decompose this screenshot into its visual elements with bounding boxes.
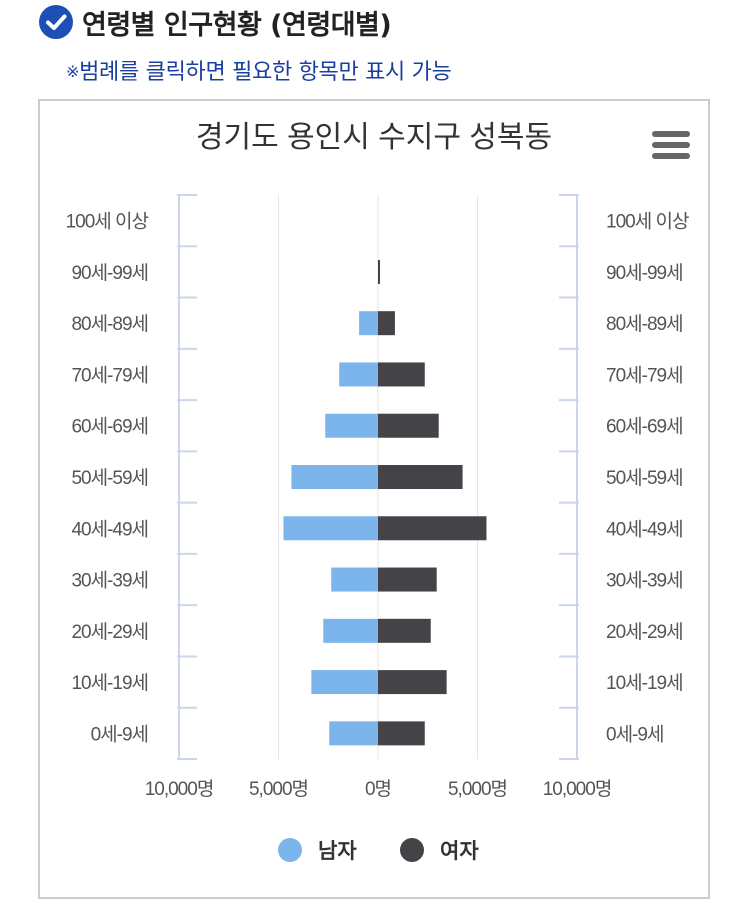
y-axis-label-left: 30세-39세: [71, 570, 148, 592]
chart-svg: 경기도 용인시 수지구 성복동 10,000명 5,000명 0명 5,000명 10,0…: [66, 121, 690, 800]
y-axis-label-right: 40세-49세: [606, 518, 683, 540]
y-axis-label-left: 80세-89세: [71, 313, 148, 335]
legend-label-male: 남자: [318, 839, 357, 863]
y-axis-label-right: 90세-99세: [606, 262, 683, 284]
legend-item-female[interactable]: 여자: [400, 835, 479, 865]
y-axis-label-left: 10세-19세: [71, 672, 148, 694]
bar-female: [378, 721, 425, 746]
y-axis-label-left: 60세-69세: [71, 416, 148, 438]
hint-text: 범례를 클릭하면 필요한 항목만 표시 가능: [79, 60, 452, 85]
bar-male: [359, 311, 378, 336]
legend-hint: ※범례를 클릭하면 필요한 항목만 표시 가능: [66, 54, 452, 86]
hamburger-menu-icon[interactable]: [652, 131, 690, 161]
y-axis-label-right: 10세-19세: [606, 672, 683, 694]
bar-female: [378, 670, 447, 695]
y-axis-label-right: 50세-59세: [606, 467, 683, 489]
y-axis-label-left: 90세-99세: [71, 262, 148, 284]
bar-male: [291, 465, 378, 489]
section-title: 연령별 인구현황 (연령대별): [82, 9, 392, 41]
bar-female: [378, 516, 487, 541]
y-axis-label-left: 0세-9세: [91, 723, 148, 745]
hint-mark: ※: [66, 62, 80, 81]
y-axis-label-right: 30세-39세: [606, 570, 683, 592]
y-axis-label-right: 70세-79세: [606, 364, 683, 386]
y-axis-label-left: 100세 이상: [66, 211, 149, 233]
bar-male: [331, 567, 378, 592]
y-axis-label-right: 20세-29세: [606, 621, 683, 643]
x-tick-label: 10,000명: [145, 778, 214, 800]
bar-male: [323, 618, 378, 643]
section-header: 연령별 인구현황 (연령대별): [38, 2, 392, 42]
bar-male: [311, 670, 378, 695]
population-chart: 경기도 용인시 수지구 성복동 10,000명 5,000명 0명 5,000명 10,0…: [38, 99, 710, 899]
y-axis-label-left: 20세-29세: [71, 621, 148, 643]
x-tick-label: 10,000명: [543, 778, 612, 800]
legend-item-male[interactable]: 남자: [278, 835, 357, 865]
bar-male: [325, 413, 378, 438]
bar-male: [283, 516, 378, 541]
x-tick-label: 5,000명: [448, 778, 507, 800]
legend-dot-male: [278, 838, 302, 862]
y-axis-label-right: 60세-69세: [606, 416, 683, 438]
x-tick-label: 0명: [365, 778, 391, 800]
bar-male: [329, 721, 378, 746]
check-circle-icon: [39, 5, 73, 39]
bar-female: [378, 311, 395, 336]
bar-female: [378, 259, 380, 284]
bar-female: [378, 567, 437, 592]
y-axis-label-left: 50세-59세: [71, 467, 148, 489]
y-axis-label-right: 80세-89세: [606, 313, 683, 335]
y-axis-label-right: 100세 이상: [606, 211, 689, 233]
y-axis-label-right: 0세-9세: [606, 723, 663, 745]
legend-label-female: 여자: [440, 839, 479, 863]
bar-female: [378, 362, 425, 387]
x-tick-label: 5,000명: [249, 778, 308, 800]
bar-male: [339, 362, 378, 387]
bar-female: [378, 618, 431, 643]
y-axis-label-left: 40세-49세: [71, 518, 148, 540]
y-axis-label-left: 70세-79세: [71, 364, 148, 386]
bar-female: [378, 465, 463, 489]
legend-dot-female: [400, 838, 424, 862]
chart-title: 경기도 용인시 수지구 성복동: [196, 121, 552, 154]
bar-female: [378, 413, 439, 438]
